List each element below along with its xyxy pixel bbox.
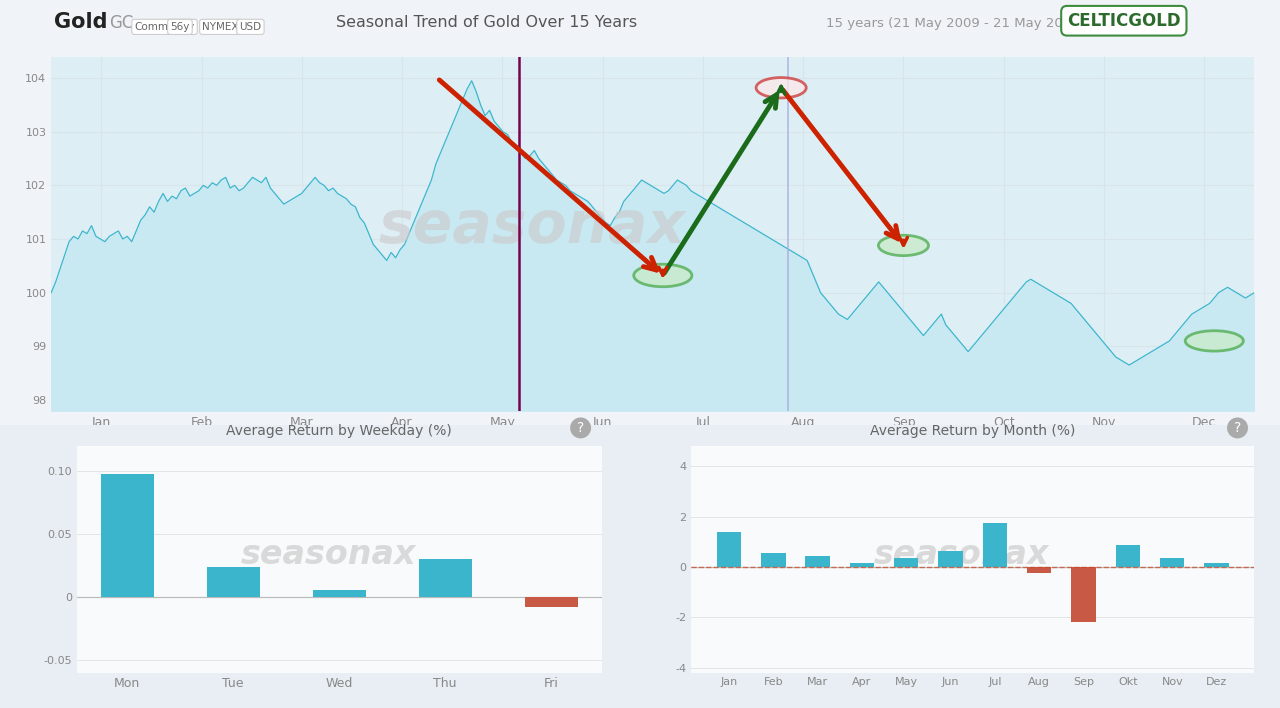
Bar — [1160, 558, 1184, 567]
Bar — [983, 523, 1007, 567]
Bar — [717, 532, 741, 567]
Text: NYMEX: NYMEX — [202, 22, 239, 32]
Bar — [762, 553, 786, 567]
Bar — [850, 563, 874, 567]
Bar — [1204, 563, 1229, 567]
Text: seasonax: seasonax — [241, 538, 416, 571]
Text: GC: GC — [109, 14, 133, 32]
Ellipse shape — [1185, 331, 1243, 351]
Title: Average Return by Weekday (%): Average Return by Weekday (%) — [227, 424, 452, 438]
Text: ?: ? — [1234, 421, 1242, 435]
Title: Average Return by Month (%): Average Return by Month (%) — [870, 424, 1075, 438]
Bar — [805, 556, 829, 567]
Ellipse shape — [756, 78, 806, 98]
Bar — [1116, 545, 1140, 567]
Text: 15 years (21 May 2009 - 21 May 2024): 15 years (21 May 2009 - 21 May 2024) — [826, 17, 1084, 30]
Bar — [206, 567, 260, 597]
Bar — [938, 551, 963, 567]
Text: seasonax: seasonax — [874, 538, 1050, 571]
Bar — [1071, 567, 1096, 622]
Ellipse shape — [634, 264, 692, 287]
Bar — [525, 597, 577, 607]
Text: 56y: 56y — [170, 22, 189, 32]
Bar — [312, 590, 366, 597]
Text: Gold: Gold — [54, 12, 108, 32]
Text: Seasonal Trend of Gold Over 15 Years: Seasonal Trend of Gold Over 15 Years — [335, 15, 637, 30]
Ellipse shape — [878, 235, 928, 256]
Text: CELTICGOLD: CELTICGOLD — [1068, 12, 1180, 30]
Text: Commodity: Commodity — [134, 22, 195, 32]
Text: ?: ? — [577, 421, 584, 435]
Bar — [895, 558, 919, 567]
Bar — [419, 559, 472, 597]
Bar — [101, 474, 154, 597]
Text: USD: USD — [239, 22, 261, 32]
Text: seasonax: seasonax — [379, 198, 686, 255]
Bar — [1027, 567, 1051, 573]
